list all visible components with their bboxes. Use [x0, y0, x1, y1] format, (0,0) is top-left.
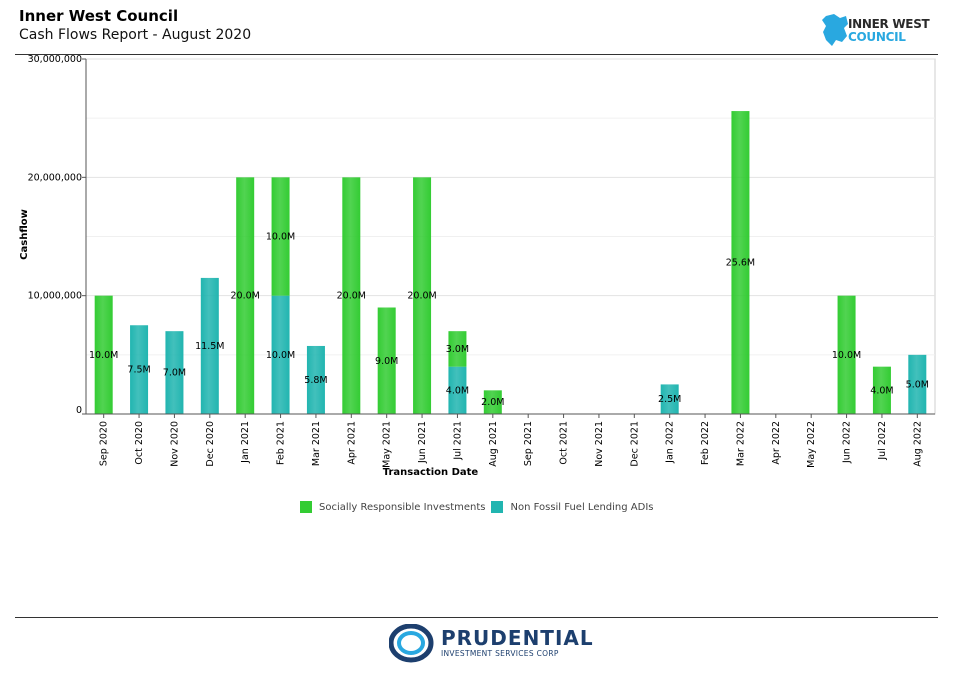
bar-non-fossil-aug-2022 [908, 354, 927, 414]
cashflow-chart: 0 10,000,000 20,000,000 30,000,000 Sep 2020 O… [19, 54, 936, 478]
data-label: 10.0M [89, 350, 118, 361]
x-tick-label: Aug 2022 [912, 421, 923, 467]
bar-non-fossil-mar-2021 [306, 345, 325, 414]
bar-non-fossil-jul-2021 [448, 366, 467, 414]
bar-socially-responsible-jan-2021 [236, 177, 255, 414]
data-label: 3.0M [446, 344, 469, 355]
data-label: 25.6M [726, 258, 755, 269]
x-tick-label: Jan 2022 [665, 421, 676, 464]
x-axis-title: Transaction Date [383, 467, 479, 478]
data-label: 4.0M [446, 385, 469, 396]
data-label: 5.8M [304, 375, 327, 386]
data-label: 2.5M [658, 394, 681, 405]
y-tick-label: 20,000,000 [28, 172, 82, 183]
x-tick-label: Feb 2022 [700, 421, 711, 465]
data-label: 7.5M [127, 365, 150, 376]
council-logo-line2: COUNCIL [848, 30, 906, 44]
council-logo-line1: INNER WEST [848, 17, 930, 31]
legend-item-non-fossil: Non Fossil Fuel Lending ADIs [491, 501, 654, 513]
data-label: 10.0M [266, 232, 295, 243]
footer-divider [15, 617, 938, 618]
bar-socially-responsible-mar-2022 [731, 111, 750, 415]
data-label: 20.0M [407, 291, 436, 302]
bar-non-fossil-jan-2022 [660, 384, 679, 414]
x-tick-label: Nov 2020 [169, 421, 180, 467]
legend-label-non-fossil: Non Fossil Fuel Lending ADIs [510, 501, 654, 513]
data-label: 4.0M [870, 385, 893, 396]
y-tick-label: 30,000,000 [28, 54, 82, 65]
x-tick-label: Dec 2020 [205, 421, 216, 467]
bar-socially-responsible-jul-2022 [872, 366, 891, 414]
x-tick-label: Mar 2022 [735, 421, 746, 466]
y-tick-label: 0 [76, 405, 82, 416]
x-tick-label: Apr 2022 [771, 421, 782, 465]
x-tick-label: Jan 2021 [240, 421, 251, 464]
x-tick-label: Oct 2020 [134, 421, 145, 465]
legend-label-socially-responsible: Socially Responsible Investments [319, 501, 486, 513]
legend-swatch-teal [491, 501, 504, 513]
report-subtitle: Cash Flows Report - August 2020 [19, 27, 252, 43]
bar-socially-responsible-feb-2021 [271, 177, 290, 296]
header-divider [15, 54, 938, 55]
data-label: 7.0M [163, 368, 186, 379]
data-label: 9.0M [375, 356, 398, 367]
bar-socially-responsible-may-2021 [377, 307, 396, 414]
council-map-icon [822, 14, 848, 46]
inner-west-council-logo: INNER WEST COUNCIL [820, 10, 940, 50]
bar-non-fossil-oct-2020 [130, 325, 149, 414]
x-tick-label: May 2022 [806, 421, 817, 468]
x-tick-label: May 2021 [382, 421, 393, 468]
x-tick-label: Jun 2021 [417, 421, 428, 464]
data-label: 11.5M [195, 341, 224, 352]
data-label: 10.0M [266, 350, 295, 361]
bar-non-fossil-feb-2021 [271, 295, 290, 414]
bar-socially-responsible-aug-2021 [483, 390, 502, 414]
y-tick-label: 10,000,000 [28, 291, 82, 302]
footer-logo-sub: INVESTMENT SERVICES CORP [441, 649, 559, 658]
x-tick-label: Nov 2021 [594, 421, 605, 467]
bar-non-fossil-nov-2020 [165, 331, 184, 414]
x-tick-label: Jun 2022 [842, 421, 853, 464]
y-axis-title: Cashflow [19, 209, 30, 260]
legend-swatch-green [300, 501, 312, 513]
x-tick-label: Aug 2021 [488, 421, 499, 467]
data-label: 5.0M [906, 379, 929, 390]
data-label: 20.0M [337, 291, 366, 302]
bar-socially-responsible-sep-2020 [94, 295, 113, 414]
prudential-ring-icon [388, 623, 434, 663]
x-tick-label: Jul 2022 [877, 421, 888, 461]
x-tick-label: Sep 2020 [99, 421, 110, 466]
footer-logo-name: PRUDENTIAL [441, 626, 594, 650]
x-tick-label: Oct 2021 [559, 421, 570, 465]
x-tick-label: Jul 2021 [452, 421, 463, 461]
bar-socially-responsible-jun-2021 [413, 177, 432, 414]
x-tick-label: Sep 2021 [523, 421, 534, 466]
report-org-title: Inner West Council [19, 7, 179, 25]
chart-legend: Socially Responsible Investments Non Fos… [300, 501, 660, 513]
x-tick-label: Mar 2021 [311, 421, 322, 466]
x-tick-label: Apr 2021 [346, 421, 357, 465]
bar-non-fossil-dec-2020 [200, 277, 219, 414]
prudential-logo: PRUDENTIAL INVESTMENT SERVICES CORP [388, 623, 593, 664]
data-label: 20.0M [231, 291, 260, 302]
bar-socially-responsible-apr-2021 [342, 177, 361, 414]
data-label: 2.0M [481, 397, 504, 408]
legend-item-socially-responsible: Socially Responsible Investments [300, 501, 485, 513]
x-tick-label: Dec 2021 [629, 421, 640, 467]
bar-socially-responsible-jul-2021 [448, 331, 467, 367]
bar-socially-responsible-jun-2022 [837, 295, 856, 414]
data-label: 10.0M [832, 350, 861, 361]
x-tick-label: Feb 2021 [276, 421, 287, 465]
